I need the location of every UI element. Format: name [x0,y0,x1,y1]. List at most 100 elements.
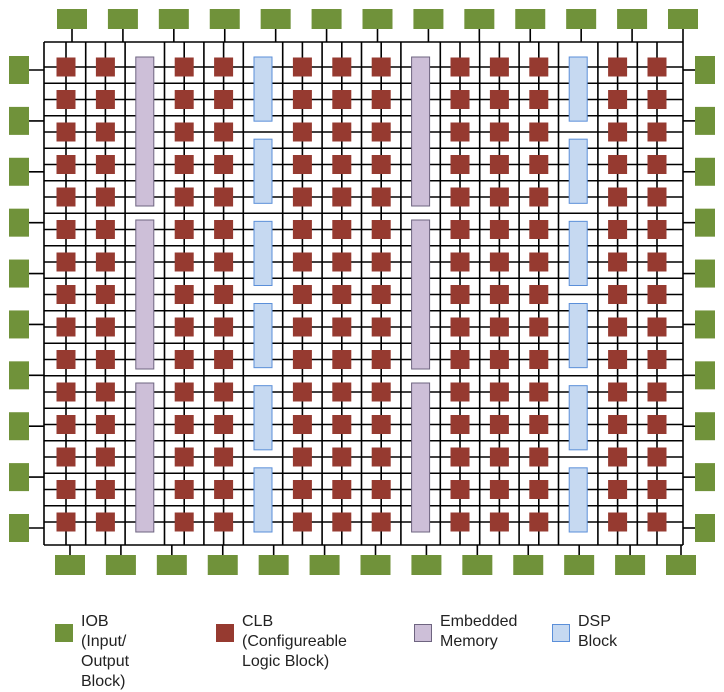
clb-block [292,447,312,467]
iob-top [464,9,495,29]
clb-block [529,382,549,402]
dsp-block [253,138,273,204]
clb-block [489,155,509,174]
clb-block [450,57,470,77]
embedded-memory-block [411,219,431,370]
clb-block [292,317,312,337]
clb-block [608,90,628,109]
clb-block [608,57,628,77]
clb-block [529,480,549,499]
dsp-block [253,56,273,122]
dsp-block [568,467,588,533]
clb-block [371,122,391,142]
clb-block [529,285,549,304]
legend-label-iob: IOB (Input/ Output Block) [81,613,130,690]
clb-block [371,285,391,304]
clb-block [608,382,628,402]
clb-block [529,155,549,174]
dsp-block [253,385,273,451]
clb-block [450,187,470,207]
dsp-block [568,56,588,122]
clb-block [371,447,391,467]
iob-top [413,9,444,29]
clb-block [214,155,234,174]
clb-block [371,512,391,532]
clb-block [608,447,628,467]
clb-block [371,155,391,174]
iob-right [695,361,715,390]
clb-block [608,415,628,434]
clb-block [95,350,115,369]
clb-block [332,187,352,207]
clb-block [292,252,312,272]
clb-block [95,285,115,304]
iob-left [9,208,29,237]
clb-block [214,220,234,239]
clb-block [489,220,509,239]
iob-right [695,514,715,542]
clb-block [489,512,509,532]
clb-block [56,285,76,304]
clb-block [608,252,628,272]
clb-block [95,187,115,207]
clb-block [95,155,115,174]
clb-block [214,285,234,304]
clb-block [489,285,509,304]
clb-block [450,512,470,532]
clb-block [292,220,312,239]
clb-block [529,317,549,337]
iob-left [9,259,29,288]
clb-block [56,122,76,142]
iob-bottom [666,555,696,575]
clb-block [214,57,234,77]
iob-swatch-icon [55,624,73,642]
iob-bottom [615,555,646,575]
clb-block [174,90,194,109]
clb-block [56,155,76,174]
dsp-block [568,303,588,369]
clb-block [214,480,234,499]
iob-left [9,310,29,339]
clb-block [450,122,470,142]
iob-left [9,106,29,135]
clb-block [450,415,470,434]
clb-block [647,382,667,402]
clb-block [608,187,628,207]
dsp-block [253,220,273,286]
clb-block [489,90,509,109]
clb-block [214,187,234,207]
clb-block [174,57,194,77]
dsp-block [253,303,273,369]
clb-block [608,317,628,337]
clb-block [95,480,115,499]
clb-block [371,252,391,272]
iob-bottom [411,555,442,575]
clb-block [332,480,352,499]
clb-block [56,317,76,337]
embedded-memory-block [411,382,431,533]
clb-block [371,350,391,369]
clb-block [292,155,312,174]
iob-right [695,157,715,186]
clb-block [371,220,391,239]
clb-block [292,382,312,402]
clb-block [332,317,352,337]
clb-block [56,415,76,434]
clb-block [529,187,549,207]
iob-bottom [309,555,340,575]
clb-block [450,252,470,272]
clb-block [489,447,509,467]
clb-block [292,285,312,304]
clb-block [332,382,352,402]
clb-block [292,57,312,77]
iob-bottom [156,555,187,575]
clb-block [647,252,667,272]
clb-block [332,90,352,109]
iob-bottom [258,555,289,575]
clb-block [174,317,194,337]
iob-bottom [564,555,595,575]
clb-block [608,122,628,142]
clb-block [214,350,234,369]
memory-swatch-icon [414,624,432,642]
clb-block [450,220,470,239]
